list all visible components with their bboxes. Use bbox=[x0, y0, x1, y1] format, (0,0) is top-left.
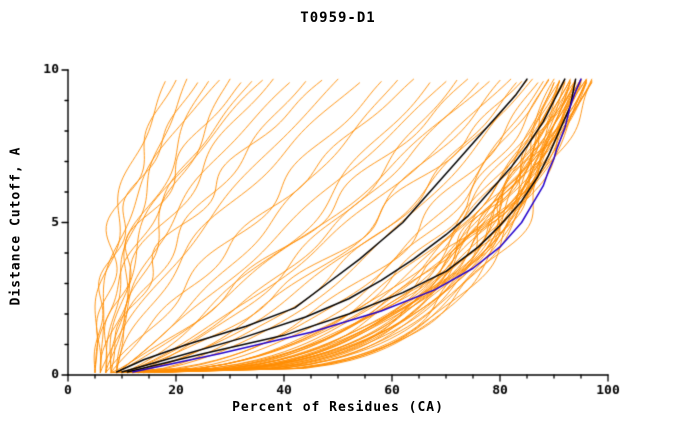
chart-title: T0959-D1 bbox=[300, 10, 376, 26]
y-axis-label-text: Distance Cutoff, A bbox=[8, 146, 24, 306]
x-axis-label: Percent of Residues (CA) bbox=[232, 400, 444, 415]
